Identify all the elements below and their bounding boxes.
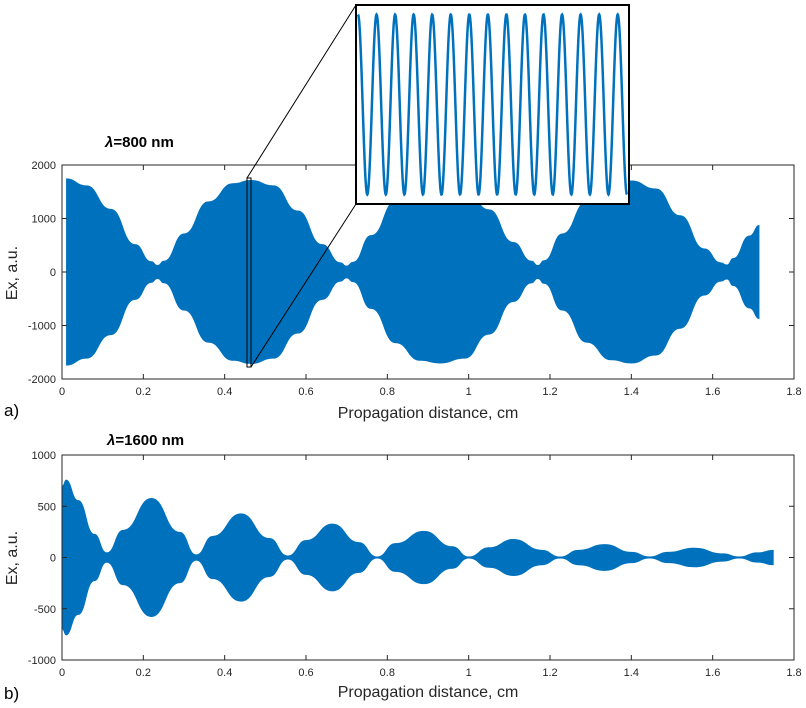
panel-b-xtick-label: 0.6 [298, 667, 313, 679]
panel-a-xtick-label: 0.4 [217, 386, 232, 398]
panel-b-xtick-label: 1.6 [705, 667, 720, 679]
panel-a-xtick-label: 1.4 [624, 386, 639, 398]
panel-b-ytick-label: 500 [38, 501, 56, 513]
panel-b-xtick-label: 0 [59, 667, 65, 679]
panel-a-ytick-label: 1000 [32, 214, 56, 226]
panel-b-ticks: 0 0.2 0.4 0.6 0.8 1 1.2 1.4 1.6 1.8 -1000 -500 0 500 1… [28, 450, 802, 679]
panel-a-xtick-label: 1 [466, 386, 472, 398]
panel-b-signal-envelope [62, 479, 774, 636]
panel-a-xtick-label: 1.2 [542, 386, 557, 398]
panel-a-signal-envelope [66, 178, 760, 366]
panel-a-xlabel: Propagation distance, cm [338, 405, 519, 422]
inset-waveform [356, 12, 629, 197]
panel-b-ytick-label: 1000 [32, 450, 56, 462]
panel-a-title-symbol: λ [104, 134, 113, 151]
panel-b-xtick-label: 1.4 [624, 667, 639, 679]
panel-a-xtick-label: 0 [59, 386, 65, 398]
panel-a-xtick-label: 0.2 [136, 386, 151, 398]
panel-b-xtick-label: 1.2 [542, 667, 557, 679]
panel-a-ylabel: Ex, a.u. [4, 246, 21, 300]
panel-a-ytick-label: -1000 [28, 321, 56, 333]
panel-a-xtick-label: 0.8 [380, 386, 395, 398]
panel-b-xtick-label: 0.2 [136, 667, 151, 679]
panel-a: 0 0.2 0.4 0.6 0.8 1 1.2 1.4 1.6 1.8 -2000 -1000 0 100… [4, 4, 802, 422]
panel-b-xtick-label: 1.8 [786, 667, 801, 679]
panel-b-label: b) [4, 684, 19, 703]
panel-a-ytick-label: -2000 [28, 374, 56, 386]
panel-a-ytick-label: 0 [50, 267, 56, 279]
panel-b-xtick-label: 1 [466, 667, 472, 679]
panel-a-title-text: =800 nm [113, 134, 173, 151]
panel-b-ylabel: Ex, a.u. [4, 531, 21, 585]
panel-b-xtick-label: 0.4 [217, 667, 232, 679]
panel-b-xtick-label: 0.8 [380, 667, 395, 679]
panel-b: 0 0.2 0.4 0.6 0.8 1 1.2 1.4 1.6 1.8 -1000 -500 0 500 1… [4, 432, 802, 703]
panel-b-title: λ=1600 nm [106, 432, 184, 449]
panel-a-ytick-label: 2000 [32, 160, 56, 172]
panel-a-xtick-label: 1.8 [786, 386, 801, 398]
panel-b-title-text: =1600 nm [115, 432, 184, 449]
panel-b-title-symbol: λ [106, 432, 115, 449]
panel-b-ytick-label: -1000 [28, 655, 56, 667]
panel-b-ytick-label: -500 [34, 604, 56, 616]
zoom-connector-top [246, 4, 357, 179]
panel-a-ticks: 0 0.2 0.4 0.6 0.8 1 1.2 1.4 1.6 1.8 -2000 -1000 0 100… [28, 160, 802, 398]
panel-a-label: a) [4, 401, 19, 420]
panel-b-xlabel: Propagation distance, cm [338, 684, 519, 701]
inset-frame [355, 4, 630, 205]
panel-a-title: λ=800 nm [104, 134, 174, 151]
panel-a-xtick-label: 1.6 [705, 386, 720, 398]
panel-b-ytick-label: 0 [50, 553, 56, 565]
zoom-connector-bottom [250, 203, 357, 368]
panel-a-zoom-region [246, 177, 252, 368]
panel-a-xtick-label: 0.6 [298, 386, 313, 398]
